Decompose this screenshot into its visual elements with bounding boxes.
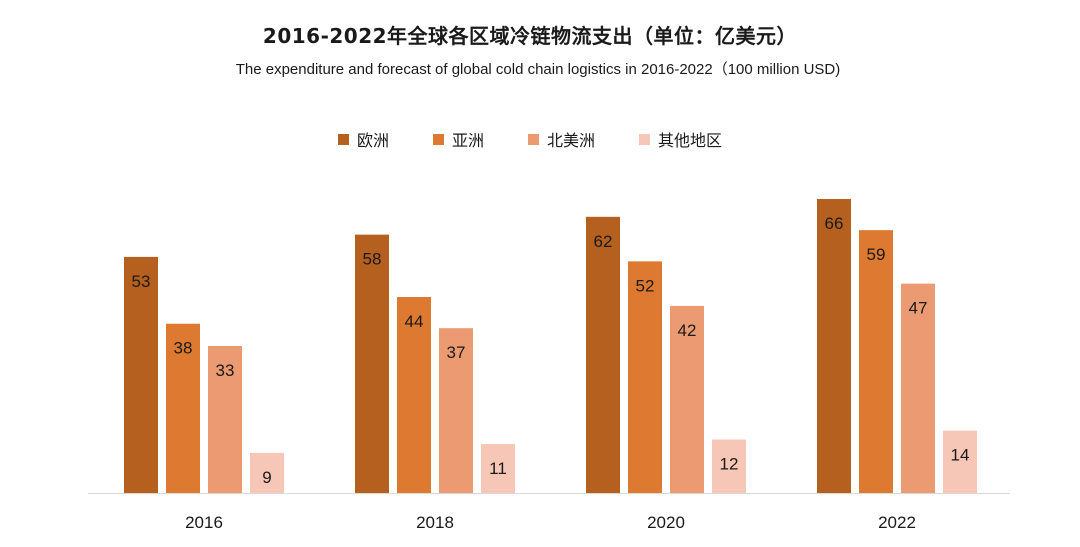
data-label-asia-2022: 59	[867, 245, 886, 264]
bar-europe-2018	[355, 234, 389, 494]
bar-north-america-2016	[208, 346, 242, 493]
data-label-north-america-2018: 37	[447, 343, 466, 362]
legend-item-asia: 亚洲	[432, 127, 484, 151]
bar-other-regions-2022	[943, 430, 977, 493]
legend-label-north-america: 北美洲	[547, 131, 596, 150]
legend-item-other-regions: 其他地区	[639, 127, 722, 151]
chart-subtitle: The expenditure and forecast of global c…	[235, 61, 841, 78]
bar-asia-2016	[166, 323, 200, 493]
legend-label-other-regions: 其他地区	[658, 131, 723, 150]
legend-swatch-other-regions	[639, 133, 651, 145]
data-label-europe-2020: 62	[594, 232, 613, 251]
bar-north-america-2018	[439, 328, 473, 493]
bar-north-america-2020	[670, 305, 704, 493]
legend-swatch-asia	[432, 133, 444, 145]
data-label-europe-2016: 53	[132, 272, 151, 291]
data-label-europe-2018: 58	[363, 250, 382, 269]
bar-asia-2018	[397, 297, 431, 493]
legend-swatch-north-america	[528, 133, 539, 145]
legend: 欧洲 亚洲 北美洲 其他地区	[0, 127, 1060, 151]
legend-label-asia: 亚洲	[451, 131, 484, 150]
bar-other-regions-2020	[712, 439, 746, 493]
bar-asia-2022	[859, 230, 893, 493]
x-tick-label-2020: 2020	[647, 513, 685, 532]
x-tick-label-2018: 2018	[416, 513, 454, 532]
data-label-europe-2022: 66	[825, 214, 844, 233]
legend-label-europe: 欧洲	[356, 131, 389, 150]
data-label-other-regions-2020: 12	[720, 455, 739, 474]
data-label-north-america-2016: 33	[216, 361, 235, 380]
data-label-other-regions-2022: 14	[951, 446, 970, 465]
bar-north-america-2022	[901, 283, 935, 493]
data-label-asia-2018: 44	[405, 312, 424, 331]
bar-europe-2016	[124, 256, 158, 493]
data-label-other-regions-2016: 9	[262, 468, 271, 487]
bar-other-regions-2018	[481, 444, 515, 493]
data-label-asia-2016: 38	[174, 339, 193, 358]
bar-europe-2020	[586, 216, 620, 493]
x-tick-label-2022: 2022	[878, 513, 916, 532]
legend-item-north-america: 北美洲	[528, 127, 595, 151]
data-label-asia-2020: 52	[636, 276, 655, 295]
data-label-other-regions-2018: 11	[489, 459, 507, 478]
chart-title: 2016-2022年全球各区域冷链物流支出（单位：亿美元）	[262, 24, 798, 48]
bar-other-regions-2016	[250, 452, 284, 493]
data-label-north-america-2022: 47	[909, 299, 928, 318]
x-tick-label-2016: 2016	[185, 513, 223, 532]
legend-swatch-europe	[337, 133, 349, 145]
data-label-north-america-2020: 42	[678, 321, 697, 340]
legend-item-europe: 欧洲	[337, 127, 389, 151]
bar-europe-2022	[817, 199, 851, 493]
bar-asia-2020	[628, 261, 662, 493]
